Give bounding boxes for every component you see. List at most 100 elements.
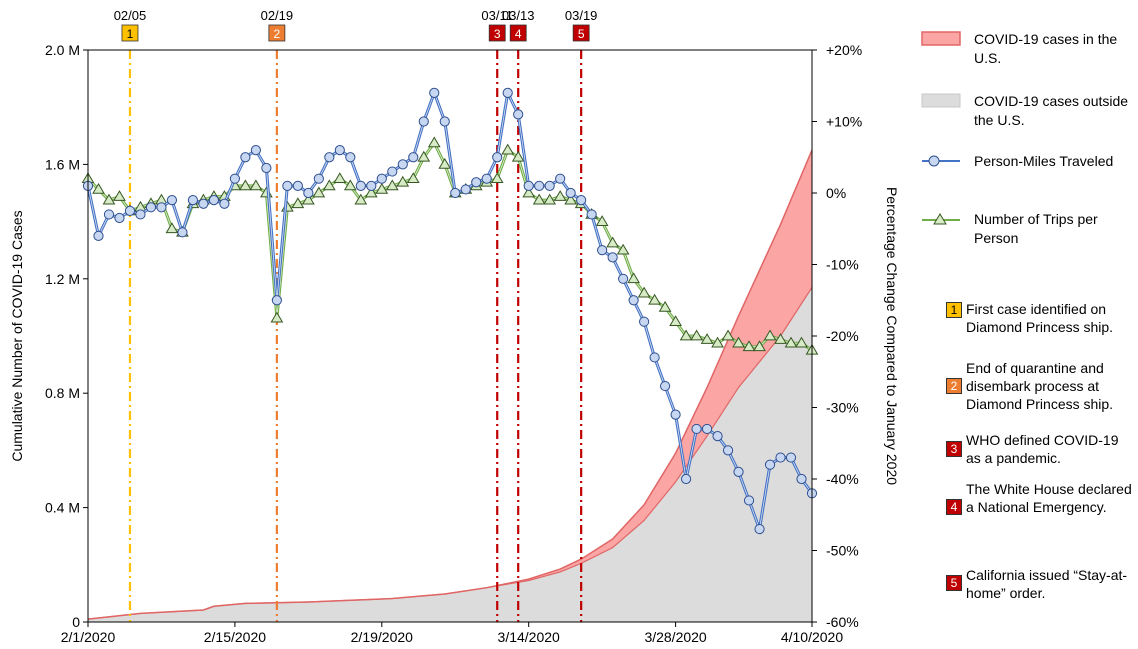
legend-swatch-circle-line: [922, 155, 960, 167]
x-tick-label: 2/15/2020: [204, 629, 266, 645]
person-miles-point: [471, 177, 482, 188]
trips-point: [753, 340, 766, 352]
event-marker-number: 3: [494, 27, 501, 41]
trips-point: [490, 172, 504, 184]
y-left-axis-title: Cumulative Number of COVID-19 Cases: [9, 210, 25, 461]
trips-point: [669, 315, 682, 327]
event-marker-number: 2: [274, 27, 281, 41]
person-miles-point: [282, 180, 293, 191]
event-date-label: 02/05: [114, 8, 147, 23]
person-miles-point: [754, 523, 765, 535]
trips-point: [291, 197, 305, 209]
person-miles-point: [135, 209, 146, 220]
person-miles-point: [722, 445, 734, 456]
trips-point: [312, 186, 326, 198]
y-right-tick-label: -60%: [826, 614, 859, 630]
person-miles-point: [607, 252, 618, 263]
event-lines-group: [128, 50, 583, 622]
y-right-tick-label: -30%: [826, 400, 859, 416]
trips-point: [375, 182, 389, 194]
person-miles-point: [429, 87, 440, 99]
person-miles-point: [156, 202, 167, 213]
y-left-tick-label: 1.2 M: [45, 271, 80, 287]
legend-swatch-triangle-line: [922, 213, 960, 225]
trips-point: [606, 236, 620, 248]
person-miles-point: [93, 230, 104, 241]
event-marker-4: [509, 24, 527, 42]
person-miles-point: [292, 180, 303, 191]
trips-point: [396, 175, 410, 187]
trips-point: [732, 336, 745, 348]
legend-label: COVID-19 cases outside the U.S.: [974, 93, 1129, 128]
trips-point: [648, 293, 661, 305]
trips-point: [742, 340, 756, 352]
person-miles-point: [513, 109, 524, 120]
person-miles-point: [418, 116, 429, 127]
trips-point: [406, 172, 420, 184]
person-miles-point: [670, 409, 681, 420]
person-miles-point: [460, 184, 471, 195]
person-miles-point: [712, 431, 723, 442]
trips-point: [333, 172, 347, 184]
person-miles-point: [639, 316, 650, 327]
trips-point: [627, 272, 640, 284]
person-miles-point: [785, 452, 797, 463]
person-miles-point: [775, 452, 786, 463]
person-miles-point: [502, 87, 513, 99]
trips-point: [239, 179, 252, 191]
person-miles-point: [544, 180, 555, 191]
trips-point: [679, 329, 693, 341]
event-badge: 2: [946, 378, 962, 394]
event-description: First case identified on Diamond Princes…: [966, 301, 1114, 335]
person-miles-point: [324, 152, 335, 163]
person-miles-point: [303, 187, 314, 199]
event-description: WHO defined COVID-19 as a pandemic.: [966, 432, 1119, 466]
area-outside-us: [88, 287, 812, 622]
person-miles-point: [208, 195, 220, 206]
trips-line-highlight: [87, 142, 813, 351]
person-miles-point: [145, 202, 157, 213]
event-date-label: 03/13: [502, 8, 535, 23]
person-miles-point: [481, 173, 492, 184]
trips-point: [102, 193, 116, 205]
person-miles-point: [701, 423, 713, 435]
area-outside-edge: [87, 287, 813, 620]
y-right-tick-label: 0%: [826, 185, 846, 201]
person-miles-point: [387, 166, 398, 177]
person-miles-point: [229, 173, 240, 184]
person-miles-point: [691, 423, 702, 435]
event-badge: 4: [946, 499, 962, 515]
person-miles-point: [534, 180, 545, 191]
trips-point: [564, 193, 578, 205]
trips-line: [86, 140, 813, 352]
trips-point: [322, 179, 336, 191]
person-miles-point: [408, 152, 419, 163]
trips-point: [784, 336, 798, 348]
event-date-label: 03/11: [481, 8, 513, 23]
trips-point: [774, 333, 787, 344]
person-miles-point: [313, 173, 324, 184]
person-miles-point: [345, 152, 356, 163]
y-left-tick-label: 1.6 M: [45, 156, 80, 172]
trips-point: [595, 215, 609, 226]
trips-point: [532, 193, 546, 205]
person-miles-point: [555, 173, 566, 184]
person-miles-point: [649, 352, 660, 363]
trips-point: [700, 333, 714, 344]
person-miles-point: [565, 187, 576, 199]
trips-point: [543, 193, 557, 205]
y-left-tick-label: 0: [72, 614, 80, 630]
person-miles-point: [597, 245, 608, 256]
event-description: California issued “Stay-at-home” order.: [966, 567, 1128, 601]
event-badge: 1: [946, 302, 962, 318]
trips-point: [385, 179, 399, 191]
event-marker-number: 1: [127, 27, 134, 41]
person-miles-point: [492, 152, 503, 163]
person-miles-point: [660, 380, 671, 392]
y-right-tick-label: +10%: [826, 114, 862, 130]
trips-point: [364, 186, 378, 198]
legend-label: Number of Trips per Person: [974, 211, 1098, 246]
trips-point: [501, 143, 515, 155]
legend-swatch-us-area: [921, 31, 961, 46]
